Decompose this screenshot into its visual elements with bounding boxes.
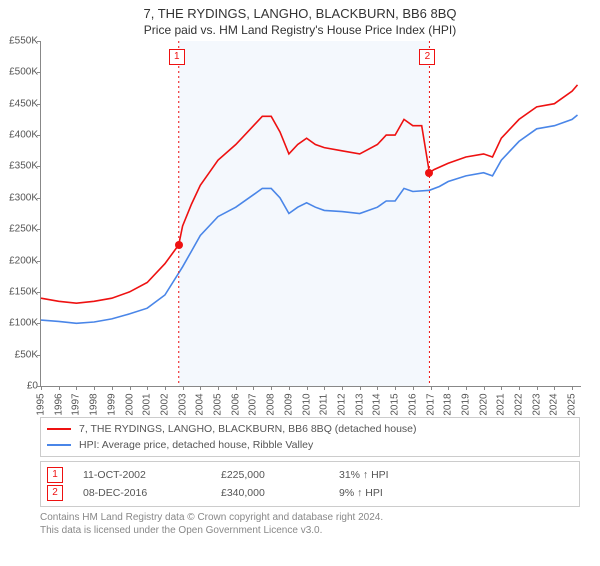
x-axis-label: 2024 bbox=[549, 393, 560, 415]
transaction-price: £225,000 bbox=[221, 469, 331, 481]
legend-label: HPI: Average price, detached house, Ribb… bbox=[79, 439, 313, 451]
x-axis-label: 2005 bbox=[213, 393, 224, 415]
y-axis-label: £150K bbox=[0, 286, 38, 297]
y-axis-label: £350K bbox=[0, 161, 38, 172]
x-axis-label: 2021 bbox=[496, 393, 507, 415]
legend-swatch bbox=[47, 444, 71, 446]
x-axis-label: 2013 bbox=[354, 393, 365, 415]
x-axis-label: 2003 bbox=[177, 393, 188, 415]
transaction-date: 08-DEC-2016 bbox=[83, 487, 213, 499]
chart-lines bbox=[41, 41, 581, 386]
x-axis-label: 2009 bbox=[283, 393, 294, 415]
x-axis-label: 2011 bbox=[319, 394, 330, 416]
transaction-pct: 9% ↑ HPI bbox=[339, 487, 449, 499]
chart-area: £0£50K£100K£150K£200K£250K£300K£350K£400… bbox=[40, 41, 600, 411]
x-axis-label: 2007 bbox=[248, 393, 259, 415]
legend-swatch bbox=[47, 428, 71, 430]
x-axis-label: 2020 bbox=[478, 393, 489, 415]
transaction-row: 1 11-OCT-2002 £225,000 31% ↑ HPI bbox=[47, 466, 573, 484]
x-axis-label: 2012 bbox=[336, 393, 347, 415]
marker-label-box: 1 bbox=[169, 49, 185, 65]
x-axis-label: 2023 bbox=[531, 393, 542, 415]
marker-dot bbox=[425, 169, 433, 177]
x-axis-label: 2015 bbox=[390, 393, 401, 415]
marker-dot bbox=[175, 241, 183, 249]
chart-container: 7, THE RYDINGS, LANGHO, BLACKBURN, BB6 8… bbox=[0, 6, 600, 566]
transaction-price: £340,000 bbox=[221, 487, 331, 499]
y-axis-label: £550K bbox=[0, 36, 38, 47]
x-axis-label: 2022 bbox=[514, 393, 525, 415]
x-axis-label: 2025 bbox=[567, 393, 578, 415]
x-axis-label: 1998 bbox=[89, 393, 100, 415]
x-axis-label: 1995 bbox=[36, 393, 47, 415]
x-axis-label: 2006 bbox=[230, 393, 241, 415]
y-axis-label: £300K bbox=[0, 192, 38, 203]
transaction-pct: 31% ↑ HPI bbox=[339, 469, 449, 481]
y-axis-label: £200K bbox=[0, 255, 38, 266]
series-line bbox=[41, 85, 578, 303]
y-axis-label: £50K bbox=[0, 349, 38, 360]
x-axis-label: 1996 bbox=[53, 393, 64, 415]
legend-item: 7, THE RYDINGS, LANGHO, BLACKBURN, BB6 8… bbox=[47, 421, 573, 437]
plot-region: £0£50K£100K£150K£200K£250K£300K£350K£400… bbox=[40, 41, 581, 387]
y-axis-label: £400K bbox=[0, 130, 38, 141]
chart-subtitle: Price paid vs. HM Land Registry's House … bbox=[0, 23, 600, 37]
x-axis-label: 2010 bbox=[301, 393, 312, 415]
footer-line-1: Contains HM Land Registry data © Crown c… bbox=[40, 511, 580, 524]
x-axis-label: 2018 bbox=[443, 393, 454, 415]
footer-attribution: Contains HM Land Registry data © Crown c… bbox=[40, 511, 580, 537]
x-axis-label: 2014 bbox=[372, 393, 383, 415]
y-axis-label: £100K bbox=[0, 318, 38, 329]
y-axis-label: £500K bbox=[0, 67, 38, 78]
transaction-date: 11-OCT-2002 bbox=[83, 469, 213, 481]
transaction-marker: 2 bbox=[47, 485, 63, 501]
transaction-marker: 1 bbox=[47, 467, 63, 483]
x-axis-label: 1997 bbox=[71, 393, 82, 415]
x-axis-label: 2000 bbox=[124, 393, 135, 415]
x-axis-label: 2008 bbox=[266, 393, 277, 415]
y-axis-label: £250K bbox=[0, 224, 38, 235]
x-axis-label: 2002 bbox=[159, 393, 170, 415]
x-axis-label: 2004 bbox=[195, 393, 206, 415]
marker-label-box: 2 bbox=[419, 49, 435, 65]
y-axis-label: £0 bbox=[0, 381, 38, 392]
transaction-table: 1 11-OCT-2002 £225,000 31% ↑ HPI 2 08-DEC-201… bbox=[40, 461, 580, 507]
footer-line-2: This data is licensed under the Open Gov… bbox=[40, 524, 580, 537]
x-axis-label: 2016 bbox=[407, 393, 418, 415]
x-axis-label: 1999 bbox=[106, 393, 117, 415]
y-axis-label: £450K bbox=[0, 98, 38, 109]
legend-box: 7, THE RYDINGS, LANGHO, BLACKBURN, BB6 8… bbox=[40, 417, 580, 457]
x-axis-label: 2019 bbox=[460, 393, 471, 415]
legend-item: HPI: Average price, detached house, Ribb… bbox=[47, 437, 573, 453]
x-axis-label: 2001 bbox=[142, 393, 153, 415]
transaction-row: 2 08-DEC-2016 £340,000 9% ↑ HPI bbox=[47, 484, 573, 502]
chart-title: 7, THE RYDINGS, LANGHO, BLACKBURN, BB6 8… bbox=[0, 6, 600, 21]
legend-label: 7, THE RYDINGS, LANGHO, BLACKBURN, BB6 8… bbox=[79, 423, 417, 435]
x-axis-label: 2017 bbox=[425, 393, 436, 415]
